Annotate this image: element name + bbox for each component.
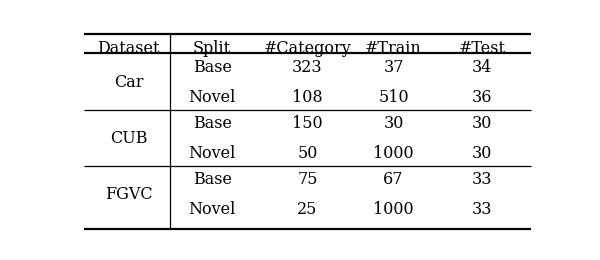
- Text: #Category: #Category: [263, 40, 352, 57]
- Text: 34: 34: [472, 59, 492, 76]
- Text: Car: Car: [114, 74, 143, 91]
- Text: 150: 150: [292, 115, 323, 132]
- Text: Dataset: Dataset: [97, 40, 160, 57]
- Text: 33: 33: [472, 171, 492, 188]
- Text: Novel: Novel: [188, 89, 236, 106]
- Text: 25: 25: [298, 201, 317, 218]
- Text: 67: 67: [383, 171, 404, 188]
- Text: 30: 30: [472, 115, 492, 132]
- Text: #Test: #Test: [458, 40, 505, 57]
- Text: 50: 50: [298, 145, 317, 162]
- Text: 30: 30: [472, 145, 492, 162]
- Text: Base: Base: [193, 59, 232, 76]
- Text: Split: Split: [193, 40, 231, 57]
- Text: 36: 36: [472, 89, 492, 106]
- Text: FGVC: FGVC: [104, 186, 152, 203]
- Text: 108: 108: [292, 89, 323, 106]
- Text: 37: 37: [383, 59, 404, 76]
- Text: 1000: 1000: [373, 145, 414, 162]
- Text: 1000: 1000: [373, 201, 414, 218]
- Text: 323: 323: [292, 59, 323, 76]
- Text: CUB: CUB: [110, 130, 147, 147]
- Text: Novel: Novel: [188, 145, 236, 162]
- Text: 510: 510: [378, 89, 409, 106]
- Text: 75: 75: [297, 171, 318, 188]
- Text: Base: Base: [193, 115, 232, 132]
- Text: Novel: Novel: [188, 201, 236, 218]
- Text: 33: 33: [472, 201, 492, 218]
- Text: Base: Base: [193, 171, 232, 188]
- Text: 30: 30: [383, 115, 404, 132]
- Text: #Train: #Train: [365, 40, 422, 57]
